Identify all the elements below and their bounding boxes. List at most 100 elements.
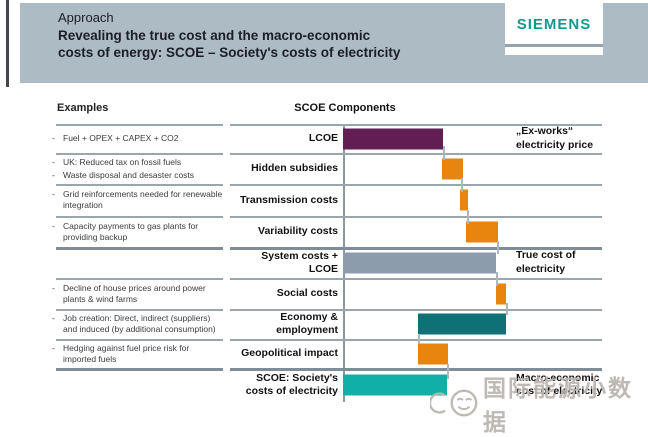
bullet-dash-icon xyxy=(52,221,63,242)
component-label-transmission-costs: Transmission costs xyxy=(239,193,338,206)
siemens-logo: SIEMENS xyxy=(516,16,592,33)
right-label-true-cost: True cost of electricity xyxy=(516,249,576,275)
row-social-costs: Decline of house prices around power pla… xyxy=(0,278,648,309)
component-label-system-costs: System costs + LCOE xyxy=(261,249,338,275)
example-cell: Hedging against fuel price risk for impo… xyxy=(52,341,224,366)
row-separator xyxy=(56,153,223,155)
example-item: Capacity payments to gas plants for prov… xyxy=(52,221,224,242)
row-separator xyxy=(56,247,223,250)
component-label-scoe: SCOE: Society's costs of electricity xyxy=(245,372,338,397)
bullet-dash-icon xyxy=(52,283,63,304)
row-separator xyxy=(56,124,223,126)
bullet-dash-icon xyxy=(52,343,63,364)
waterfall-connector-line xyxy=(461,178,463,192)
example-cell: Grid reinforcements needed for renewable… xyxy=(52,186,224,214)
example-item: Hedging against fuel price risk for impo… xyxy=(52,343,224,364)
bar-social-costs xyxy=(496,283,506,304)
example-item: Waste disposal and desaster costs xyxy=(52,170,224,181)
bar-lcoe xyxy=(343,128,443,149)
page-title: Revealing the true cost and the macro-ec… xyxy=(58,27,401,61)
component-label-geopolitical-impact: Geopolitical impact xyxy=(241,347,338,360)
row-separator xyxy=(230,124,602,126)
row-separator xyxy=(56,184,223,186)
example-item: UK: Reduced tax on fossil fuels xyxy=(52,157,224,168)
waterfall-connector-line xyxy=(506,303,508,315)
right-label-ex-works: „Ex-works“ electricity price xyxy=(516,125,594,151)
bullet-dash-icon xyxy=(52,189,63,210)
component-label-hidden-subsidies: Hidden subsidies xyxy=(251,162,338,175)
example-text: Fuel + OPEX + CAPEX + CO2 xyxy=(63,133,179,144)
row-separator xyxy=(56,309,223,311)
row-hidden-subsidies: UK: Reduced tax on fossil fuels Waste di… xyxy=(0,153,648,184)
smiley-face-icon xyxy=(430,389,478,417)
row-separator xyxy=(56,339,223,341)
row-separator xyxy=(230,278,602,280)
waterfall-connector-line xyxy=(496,272,498,286)
header-text-block: Approach Revealing the true cost and the… xyxy=(58,10,400,62)
bar-geopolitical-impact xyxy=(418,343,448,364)
watermark-text: 国际能源小数据 xyxy=(483,375,634,435)
example-cell: Capacity payments to gas plants for prov… xyxy=(52,218,224,245)
brand-logo-box: SIEMENS xyxy=(505,0,603,55)
examples-column-header: Examples xyxy=(57,102,109,114)
example-item: Fuel + OPEX + CAPEX + CO2 xyxy=(52,133,224,144)
row-separator xyxy=(230,339,602,341)
waterfall-connector-line xyxy=(497,241,499,254)
slide-edge-shadow xyxy=(6,0,9,87)
component-label-variability-costs: Variability costs xyxy=(258,225,338,238)
example-cell: Fuel + OPEX + CAPEX + CO2 xyxy=(52,126,224,151)
row-system-costs: System costs + LCOE True cost of electri… xyxy=(0,247,648,278)
slide-header: Approach Revealing the true cost and the… xyxy=(20,0,648,83)
row-geopolitical-impact: Hedging against fuel price risk for impo… xyxy=(0,339,648,368)
bar-hidden-subsidies xyxy=(442,158,463,179)
example-text: Waste disposal and desaster costs xyxy=(63,169,195,180)
example-cell: Job creation: Direct, indirect (supplier… xyxy=(52,311,224,337)
row-economy-employment: Job creation: Direct, indirect (supplier… xyxy=(0,309,648,339)
watermark: 国际能源小数据 xyxy=(430,369,648,437)
row-variability-costs: Capacity payments to gas plants for prov… xyxy=(0,216,648,247)
row-separator xyxy=(230,309,602,311)
example-item: Job creation: Direct, indirect (supplier… xyxy=(52,313,224,334)
waterfall-connector-line xyxy=(443,146,445,160)
row-separator xyxy=(230,153,602,155)
example-text: Capacity payments to gas plants for prov… xyxy=(63,220,199,242)
example-cell: Decline of house prices around power pla… xyxy=(52,280,224,307)
slide: Approach Revealing the true cost and the… xyxy=(0,0,648,402)
component-label-lcoe: LCOE xyxy=(308,132,338,145)
example-text: Grid reinforcements needed for renewable… xyxy=(63,189,223,210)
row-separator xyxy=(56,368,223,371)
brand-underline xyxy=(505,44,603,47)
right-label-macro-economic: Macro-economic cost of electricity xyxy=(516,371,603,397)
row-separator xyxy=(230,368,602,371)
row-separator xyxy=(230,184,602,186)
waterfall-connector-line xyxy=(447,364,449,379)
bullet-dash-icon xyxy=(52,133,63,144)
row-separator xyxy=(56,278,223,280)
example-cell: UK: Reduced tax on fossil fuels Waste di… xyxy=(52,155,224,182)
component-label-social-costs: Social costs xyxy=(276,287,338,300)
row-separator xyxy=(230,216,602,218)
bar-system-costs xyxy=(343,252,496,273)
bullet-dash-icon xyxy=(52,313,63,334)
bullet-dash-icon xyxy=(52,170,63,181)
example-text: UK: Reduced tax on fossil fuels xyxy=(63,156,182,167)
row-separator xyxy=(230,247,602,250)
example-item: Grid reinforcements needed for renewable… xyxy=(52,189,224,210)
waterfall-connector-line xyxy=(418,334,420,344)
bar-transmission-costs xyxy=(460,189,468,211)
example-item: Decline of house prices around power pla… xyxy=(52,283,224,304)
example-text: Job creation: Direct, indirect (supplier… xyxy=(63,313,216,334)
bar-variability-costs xyxy=(466,221,498,242)
header-kicker: Approach xyxy=(58,10,114,25)
row-transmission-costs: Grid reinforcements needed for renewable… xyxy=(0,184,648,216)
example-text: Hedging against fuel price risk for impo… xyxy=(63,342,190,364)
bullet-dash-icon xyxy=(52,157,63,168)
chart-title: SCOE Components xyxy=(294,102,396,114)
row-lcoe: Fuel + OPEX + CAPEX + CO2 LCOE „Ex-works… xyxy=(0,124,648,153)
row-separator xyxy=(56,216,223,218)
component-label-economy-employment: Economy & employment xyxy=(276,311,338,336)
bar-economy-employment xyxy=(418,313,506,335)
waterfall-connector-line xyxy=(467,210,469,224)
bar-scoe-total xyxy=(343,374,447,396)
example-text: Decline of house prices around power pla… xyxy=(63,282,206,304)
